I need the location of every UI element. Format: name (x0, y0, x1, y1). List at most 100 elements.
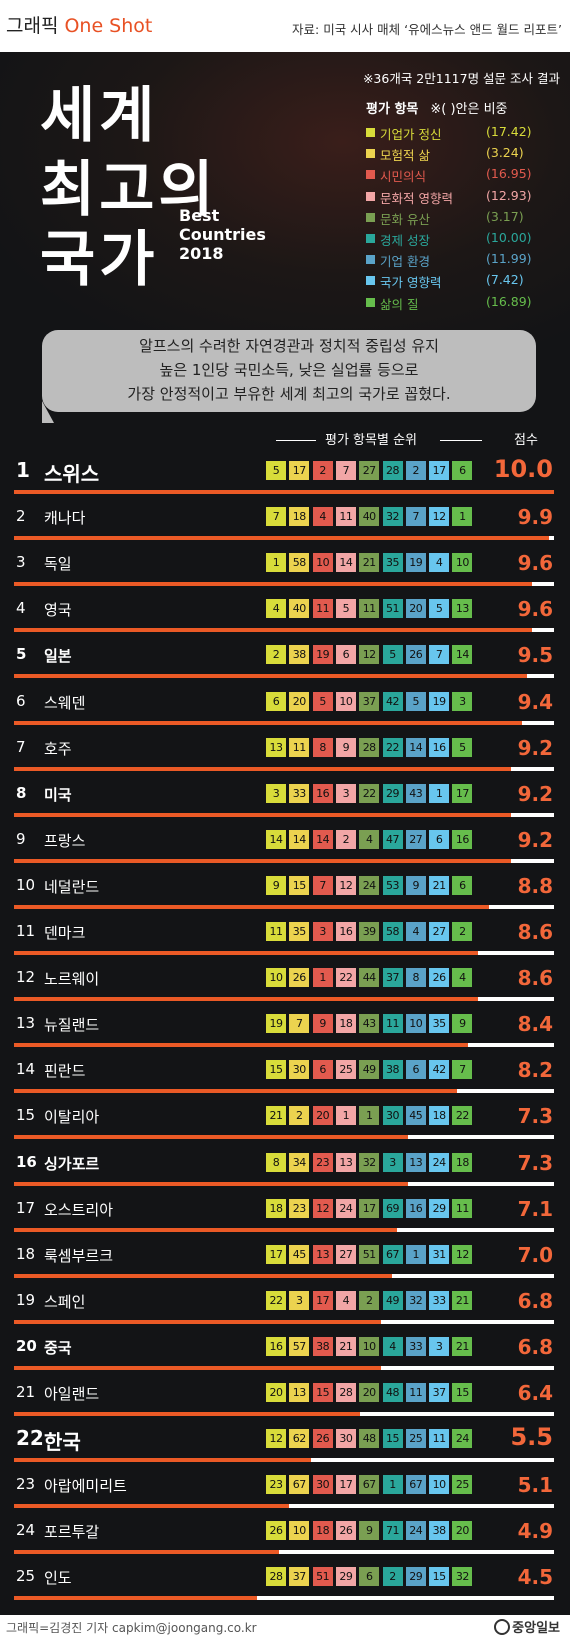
rank-cell: 20 (266, 1383, 286, 1402)
rank-cell: 25 (335, 1060, 356, 1080)
rank-cell: 9 (266, 875, 286, 895)
rank-cell: 4 (335, 1290, 356, 1310)
table-row: 5 일본 2 38 19 6 12 5 26 7 14 9.5 (0, 637, 570, 683)
score-bar (14, 674, 527, 679)
rank-cell: 8 (312, 737, 333, 757)
rank-cell: 10 (289, 1521, 310, 1541)
rank-cell: 24 (359, 875, 380, 895)
score-bar-track (14, 582, 554, 587)
rank-cell: 38 (429, 1521, 450, 1541)
rank-cell: 24 (335, 1198, 356, 1218)
rank-cell: 23 (312, 1152, 333, 1172)
rank-cell: 4 (359, 829, 380, 849)
rank-cell: 8 (266, 1152, 286, 1172)
score-value: 5.1 (517, 1473, 553, 1498)
rank-cell: 34 (289, 1152, 310, 1172)
score-bar-track (14, 1227, 554, 1232)
summary-line: 가장 안정적이고 부유한 세계 최고의 국가로 꼽혔다. (127, 385, 451, 403)
rank-cell: 6 (429, 829, 450, 849)
score-bar-track (14, 766, 554, 771)
rank-cell: 30 (289, 1060, 310, 1080)
rank-cell: 10 (335, 691, 356, 711)
rank-number: 13 (16, 1014, 36, 1033)
rank-cell: 11 (312, 599, 333, 619)
legend-label: 삶의 질 (380, 296, 419, 312)
rank-number: 3 (16, 553, 26, 572)
score-bar-track (14, 812, 554, 817)
legend-weight: (3.17) (486, 208, 524, 224)
rank-number: 22 (16, 1426, 44, 1451)
table-row: 7 호주 13 11 8 9 28 22 14 16 5 9.2 (0, 730, 570, 776)
table-row: 21 아일랜드 20 13 15 28 20 48 11 37 15 6.4 (0, 1375, 570, 1421)
table-row: 1 스위스 5 17 2 7 27 28 2 17 6 10.0 (0, 453, 570, 499)
rank-cell: 12 (312, 1198, 333, 1218)
country-name: 호주 (44, 739, 72, 758)
score-value: 10.0 (493, 455, 553, 483)
table-row: 2 캐나다 7 18 4 11 40 32 7 12 1 9.9 (0, 499, 570, 545)
rank-cell: 16 (452, 829, 473, 849)
rank-cell: 9 (312, 1014, 333, 1034)
rank-cell: 12 (266, 1429, 286, 1449)
score-bar (14, 1458, 311, 1463)
rank-cell: 40 (289, 599, 310, 619)
score-bar-track (14, 1089, 554, 1094)
rank-cell: 16 (266, 1336, 286, 1356)
score-bar-track (14, 1458, 554, 1463)
table-row: 15 이탈리아 21 2 20 1 1 30 45 18 22 7.3 (0, 1098, 570, 1144)
rank-cell: 18 (289, 507, 310, 527)
title-line-1: 세계 (40, 81, 159, 151)
score-bar-track (14, 1504, 554, 1509)
rank-cell: 30 (335, 1429, 356, 1449)
score-bar (14, 536, 549, 541)
rank-cell: 16 (429, 737, 450, 757)
legend-item: 기업 환경 (11.99) (366, 251, 556, 269)
score-value: 6.8 (517, 1334, 553, 1359)
country-name: 스위스 (44, 462, 100, 486)
rank-cell: 27 (429, 922, 450, 941)
rank-number: 8 (16, 783, 27, 802)
legend-item: 시민의식 (16.95) (366, 166, 556, 184)
country-name: 오스트리아 (44, 1200, 114, 1219)
table-row: 17 오스트리아 18 23 12 24 17 69 16 29 11 7.1 (0, 1191, 570, 1237)
rank-cell: 9 (405, 875, 426, 895)
rank-cell: 67 (382, 1244, 403, 1264)
rank-cell: 16 (405, 1198, 426, 1218)
legend-swatch (366, 170, 375, 180)
rank-cell: 13 (405, 1152, 426, 1172)
rank-cell: 6 (452, 461, 473, 480)
score-bar-track (14, 1550, 554, 1555)
table-row: 23 아랍에미리트 23 67 30 17 67 1 67 10 25 5.1 (0, 1467, 570, 1513)
rank-cell: 14 (405, 737, 426, 757)
rank-number: 11 (16, 922, 36, 940)
rank-cell: 23 (289, 1198, 310, 1218)
rank-cell: 39 (359, 922, 380, 941)
legend-label: 문화 유산 (380, 211, 430, 227)
rank-cell: 32 (359, 1152, 380, 1172)
legend-label: 기업 환경 (380, 254, 430, 270)
rank-number: 1 (16, 458, 30, 482)
legend-item: 문화적 영향력 (12.93) (366, 188, 556, 206)
rank-cell: 13 (335, 1152, 356, 1172)
country-name: 핀란드 (44, 1062, 86, 1081)
legend-weight: (12.93) (486, 187, 532, 203)
table-row: 16 싱가포르 8 34 23 13 32 3 13 24 18 7.3 (0, 1145, 570, 1191)
rank-number: 24 (16, 1521, 36, 1540)
rank-cell: 49 (359, 1060, 380, 1080)
rank-cell: 26 (266, 1521, 286, 1541)
rank-cell: 2 (452, 922, 473, 941)
score-bar-track (14, 1135, 554, 1140)
rank-cell: 11 (452, 1198, 473, 1218)
rank-cell: 12 (452, 1244, 473, 1264)
rank-cell: 5 (335, 599, 356, 619)
rank-cell: 15 (429, 1567, 450, 1587)
rank-cell: 21 (266, 1106, 286, 1126)
score-value: 4.9 (517, 1519, 553, 1544)
rank-number: 17 (16, 1198, 36, 1217)
rank-cell: 29 (429, 1198, 450, 1218)
score-value: 7.3 (517, 1104, 553, 1129)
header-bar: 그래픽 One Shot 자료: 미국 시사 매체 ‘유에스뉴스 앤드 월드 리포… (0, 0, 570, 52)
summary-line: 알프스의 수려한 자연경관과 정치적 중립성 유지 (139, 337, 439, 355)
rank-cell: 25 (405, 1429, 426, 1449)
rank-cell: 28 (359, 737, 380, 757)
rank-cell: 26 (312, 1429, 333, 1449)
